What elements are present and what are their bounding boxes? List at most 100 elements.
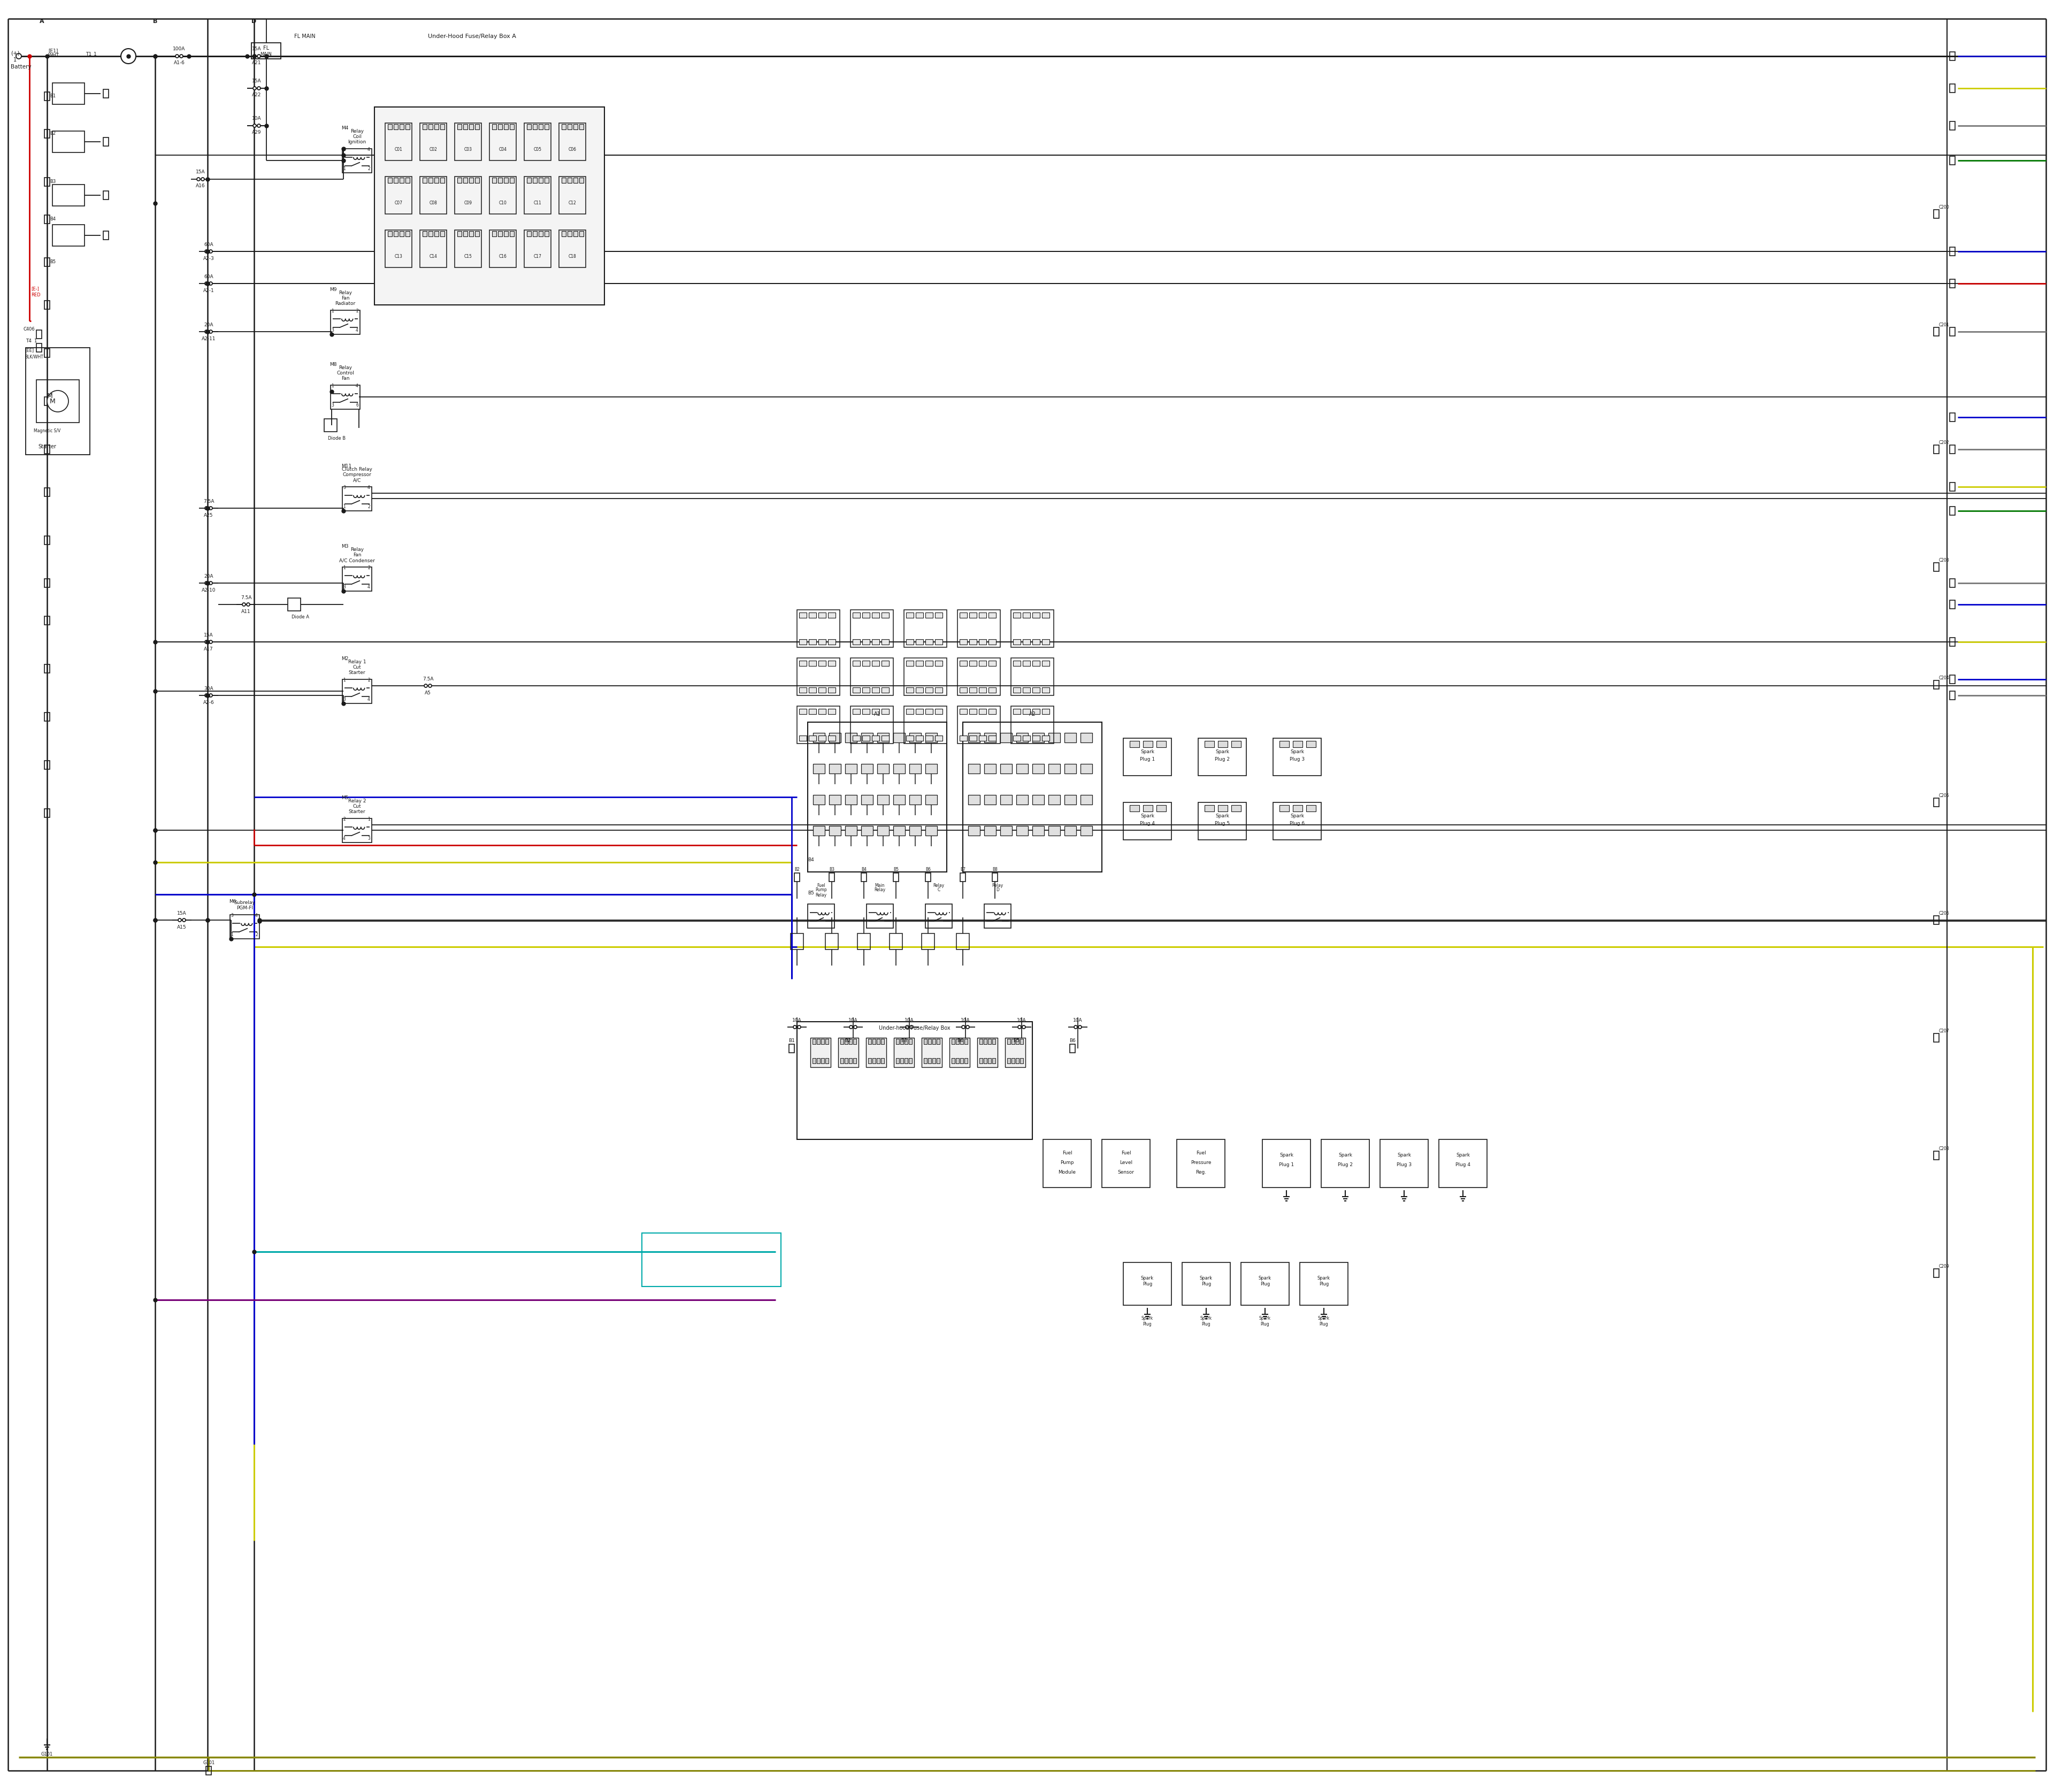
Bar	[405, 231, 409, 237]
Text: Plug 6: Plug 6	[1290, 821, 1304, 826]
Text: FL: FL	[263, 45, 269, 50]
Text: Main: Main	[875, 883, 885, 887]
Bar	[957, 1045, 963, 1052]
Bar	[45, 760, 49, 769]
Text: 15A: 15A	[203, 633, 214, 638]
Text: 1: 1	[368, 817, 370, 823]
Bar	[1292, 805, 1302, 812]
Text: Spark: Spark	[1140, 814, 1154, 819]
Bar	[937, 1039, 941, 1045]
Bar	[877, 1039, 879, 1045]
Bar	[45, 444, 49, 453]
Text: 10A: 10A	[253, 116, 261, 122]
Bar	[1292, 740, 1302, 747]
Text: 4: 4	[368, 486, 370, 491]
Bar	[1017, 1039, 1019, 1045]
Bar	[928, 1057, 930, 1063]
Text: A: A	[39, 18, 43, 23]
Bar	[103, 138, 109, 145]
Text: C11: C11	[534, 201, 542, 206]
Text: Spark
Plug: Spark Plug	[1200, 1315, 1212, 1326]
Bar	[809, 661, 815, 667]
Bar	[980, 661, 986, 667]
Bar	[830, 763, 840, 774]
Text: B4: B4	[807, 858, 813, 862]
Circle shape	[205, 249, 207, 253]
Bar	[528, 177, 532, 183]
Bar	[817, 1057, 820, 1063]
Bar	[935, 710, 943, 715]
Bar	[813, 1039, 815, 1045]
Text: 1: 1	[331, 383, 333, 389]
Bar	[1017, 796, 1029, 805]
Text: M2: M2	[341, 656, 349, 661]
Bar	[969, 688, 978, 694]
Text: 15A: 15A	[253, 79, 261, 84]
Text: 7.5A: 7.5A	[423, 676, 433, 681]
Bar	[926, 613, 933, 618]
Bar	[893, 826, 906, 835]
Bar	[910, 796, 920, 805]
Text: Plug 4: Plug 4	[1140, 821, 1154, 826]
Text: 2: 2	[368, 505, 370, 509]
Bar	[916, 640, 922, 645]
Bar	[497, 177, 503, 183]
Bar	[926, 826, 937, 835]
Text: Spark: Spark	[1290, 814, 1304, 819]
Bar	[1949, 122, 1955, 131]
Text: Spark: Spark	[1290, 749, 1304, 754]
Text: Plug 3: Plug 3	[1397, 1163, 1411, 1167]
Circle shape	[965, 1025, 969, 1029]
Text: 15A: 15A	[253, 47, 261, 52]
Bar	[848, 1057, 852, 1063]
Bar	[877, 796, 889, 805]
Bar	[1011, 658, 1054, 695]
Circle shape	[257, 86, 261, 90]
Bar	[881, 710, 889, 715]
Bar	[822, 1039, 824, 1045]
Bar	[861, 763, 873, 774]
Bar	[959, 661, 967, 667]
Bar	[1949, 638, 1955, 647]
Bar	[984, 1057, 986, 1063]
Text: Module: Module	[1058, 1170, 1076, 1174]
Bar	[45, 215, 49, 224]
Text: 1: 1	[331, 308, 333, 314]
Bar	[1306, 740, 1317, 747]
Text: 3: 3	[331, 328, 333, 333]
Bar	[573, 177, 577, 183]
Bar	[45, 177, 49, 186]
Bar	[926, 873, 930, 882]
Text: BLK/WHT: BLK/WHT	[25, 355, 43, 358]
Text: A22: A22	[253, 93, 261, 97]
Bar	[1156, 740, 1167, 747]
Bar	[844, 1039, 848, 1045]
Circle shape	[906, 1025, 908, 1029]
Bar	[867, 903, 893, 928]
Bar	[394, 231, 398, 237]
Text: Starter: Starter	[349, 810, 366, 814]
Text: 4: 4	[255, 914, 257, 918]
Text: 1: 1	[343, 167, 345, 172]
Circle shape	[253, 124, 257, 127]
Bar	[893, 796, 906, 805]
Bar	[567, 177, 571, 183]
Bar	[567, 124, 571, 129]
Bar	[509, 124, 514, 129]
Bar	[904, 1039, 908, 1045]
Bar	[1949, 692, 1955, 699]
Bar	[906, 710, 914, 715]
Bar	[45, 808, 49, 817]
Bar	[828, 688, 836, 694]
Bar	[45, 487, 49, 496]
Bar	[795, 873, 799, 882]
Text: 1: 1	[94, 52, 97, 56]
Text: A2-11: A2-11	[201, 337, 216, 340]
Bar	[429, 231, 433, 237]
Text: B3: B3	[902, 1038, 908, 1043]
Text: 20A: 20A	[203, 323, 214, 328]
Bar	[900, 1039, 904, 1045]
Circle shape	[175, 54, 179, 57]
Bar	[969, 640, 978, 645]
Bar	[1124, 1262, 1171, 1305]
